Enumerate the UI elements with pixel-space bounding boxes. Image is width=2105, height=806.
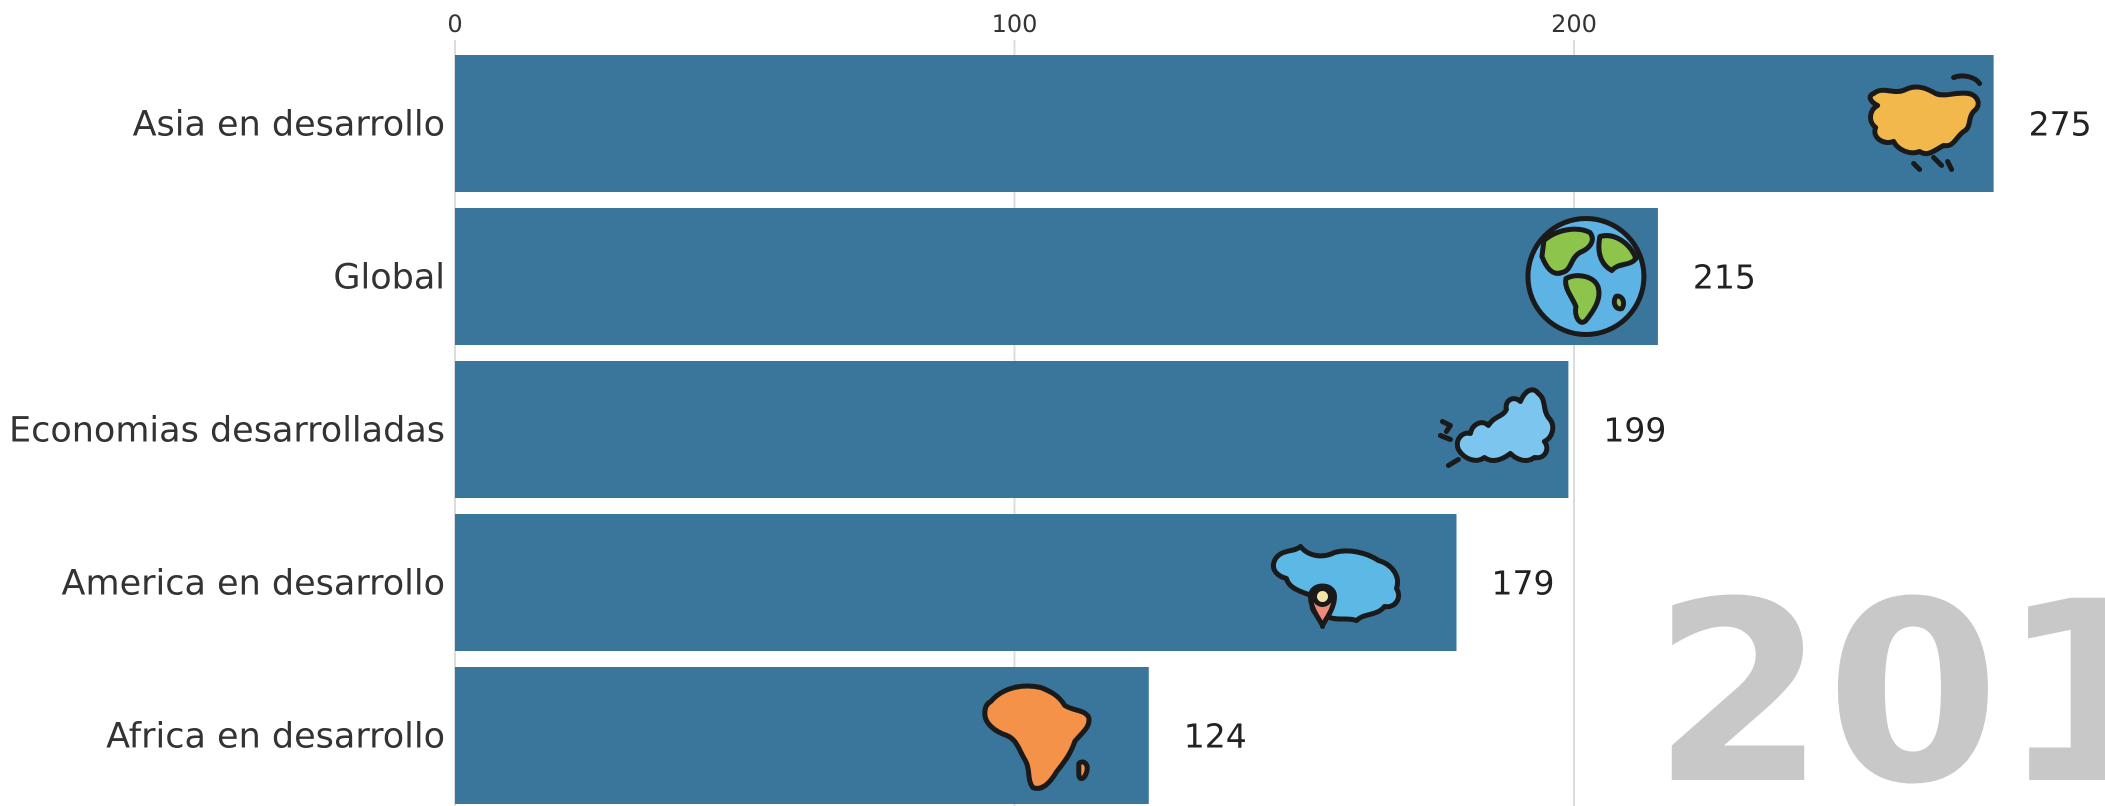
x-tick-label: 100 (992, 10, 1038, 38)
bar (455, 55, 1994, 192)
value-label: 199 (1603, 411, 1666, 450)
category-label: Africa en desarrollo (106, 717, 445, 757)
europe-map-icon (1437, 387, 1556, 468)
x-axis-ticks: 0 100 200 (447, 10, 1597, 38)
south-america-map-icon (1271, 544, 1402, 629)
value-label: 275 (2029, 105, 2092, 144)
category-label: America en desarrollo (62, 564, 445, 604)
africa-map-icon (982, 683, 1092, 791)
region-icons (982, 73, 1983, 791)
globe-icon (1525, 216, 1647, 337)
value-label: 215 (1693, 258, 1756, 297)
category-label: Asia en desarrollo (133, 105, 445, 145)
bar (455, 208, 1658, 345)
x-tick-label: 200 (1551, 10, 1597, 38)
value-label: 124 (1184, 717, 1247, 756)
year-watermark: 2019 (1652, 548, 2105, 806)
category-label: Global (333, 258, 445, 298)
bar (455, 361, 1569, 498)
value-labels: 275 215 199 179 124 (1184, 105, 2092, 756)
category-labels: Asia en desarrollo Global Economias desarr… (9, 105, 445, 757)
value-label: 179 (1492, 564, 1555, 603)
x-tick-label: 0 (447, 10, 462, 38)
asia-map-icon (1867, 73, 1983, 172)
category-label: Economias desarrolladas (9, 411, 445, 451)
